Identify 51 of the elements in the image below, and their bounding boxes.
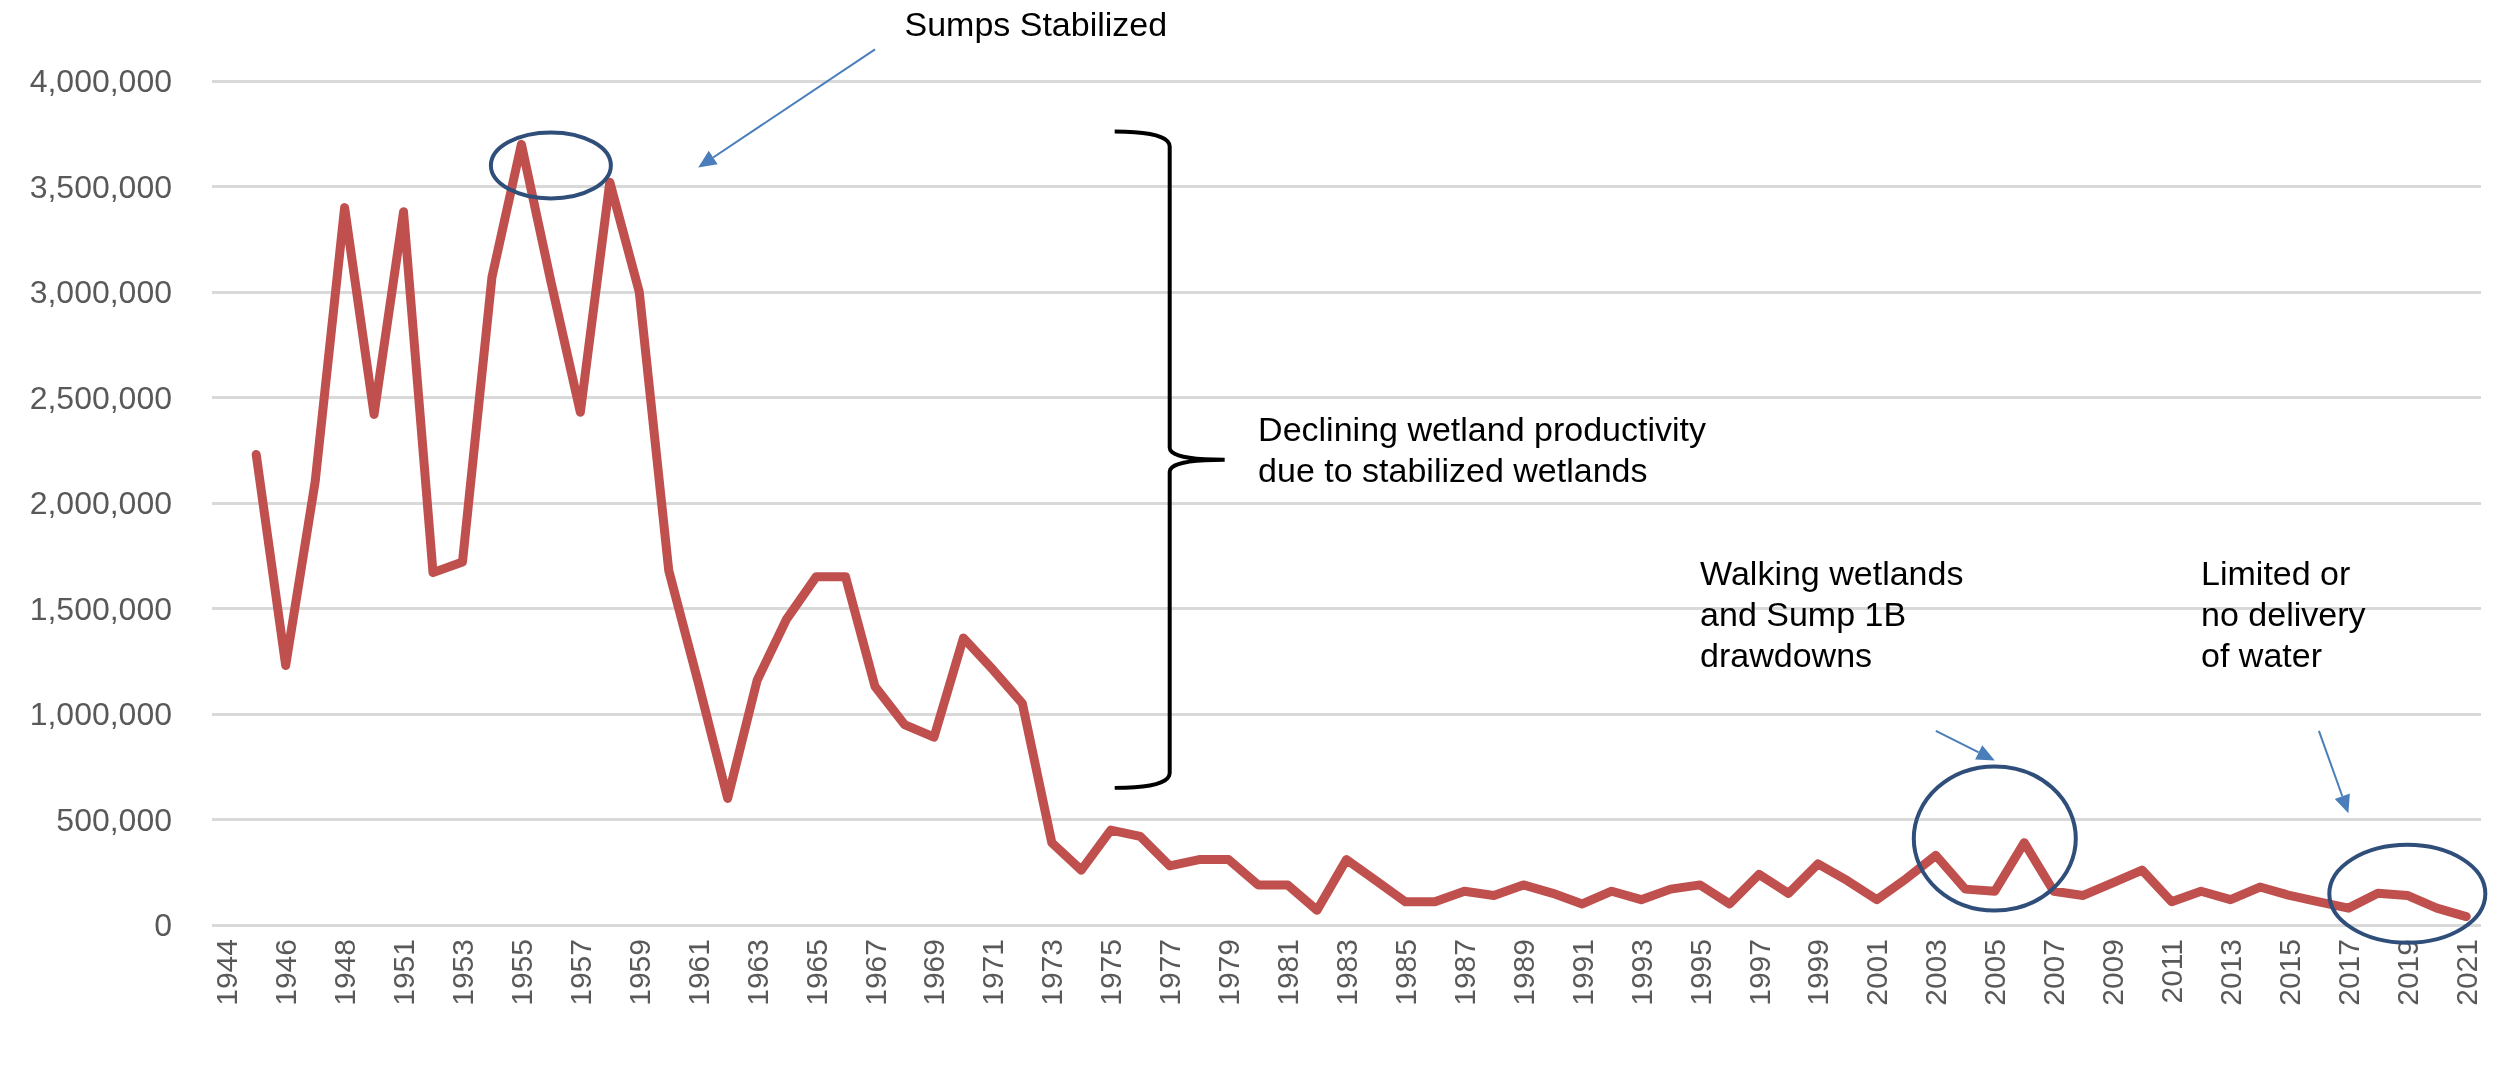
x-tick-label: 1995 <box>1683 939 1717 1006</box>
y-tick-label: 3,000,000 <box>29 274 172 310</box>
text: Sumps Stabilized <box>904 5 1168 44</box>
y-tick-label: 500,000 <box>56 801 172 838</box>
y-tick-label: 0 <box>154 907 172 943</box>
y-tick-label: 2,500,000 <box>29 379 172 416</box>
x-tick-label: 1951 <box>387 939 421 1006</box>
annotation: Walking wetlands and Sump 1B drawdowns <box>1700 553 1964 674</box>
x-tick-label: 1985 <box>1388 939 1422 1006</box>
x-tick-label: 1983 <box>1330 939 1363 1006</box>
x-tick-label: 1997 <box>1742 939 1776 1006</box>
x-tick-label: 1989 <box>1506 939 1540 1006</box>
x-tick-label: 1953 <box>445 939 479 1006</box>
x-tick-label: 1977 <box>1153 939 1187 1006</box>
x-tick-label: 1959 <box>622 939 656 1006</box>
x-tick-label: 1965 <box>799 939 833 1006</box>
x-tick-label: 2013 <box>2214 939 2248 1006</box>
x-tick-label: 1987 <box>1447 939 1481 1006</box>
x-tick-label: 1946 <box>269 939 303 1006</box>
y-tick-label: 4,000,000 <box>29 63 172 99</box>
x-tick-label: 1981 <box>1271 939 1305 1006</box>
x-tick-label: 2021 <box>2449 939 2483 1006</box>
x-tick-label: 1971 <box>976 939 1010 1006</box>
y-tick-label: 2,000,000 <box>29 485 172 521</box>
x-tick-label: 2007 <box>2037 939 2071 1006</box>
annotation: Declining wetland productivity due to stabilized wetlands <box>1258 410 1706 490</box>
x-tick-label: 1975 <box>1094 939 1128 1006</box>
x-tick-label: 2009 <box>2096 939 2130 1006</box>
x-tick-label: 2015 <box>2272 939 2306 1006</box>
x-tick-label: 2011 <box>2155 939 2189 1004</box>
x-tick-label: 1963 <box>740 939 774 1006</box>
x-tick-label: 1948 <box>328 939 362 1006</box>
y-tick-label: 3,500,000 <box>29 168 172 205</box>
x-tick-label: 1967 <box>858 939 892 1006</box>
x-tick-label: 2001 <box>1860 939 1894 1006</box>
x-tick-label: 1993 <box>1624 939 1658 1006</box>
y-tick-label: 1,500,000 <box>29 590 172 627</box>
x-tick-label: 1944 <box>210 939 244 1006</box>
x-tick-label: 2017 <box>2331 939 2365 1006</box>
annotation: Limited or no delivery of water <box>2201 553 2366 674</box>
x-tick-label: 1955 <box>504 939 538 1006</box>
x-tick-label: 1957 <box>563 939 597 1006</box>
x-tick-label: 2005 <box>1978 939 2012 1006</box>
x-tick-label: 2003 <box>1919 939 1953 1006</box>
x-tick-label: 1999 <box>1801 939 1835 1006</box>
x-tick-label: 1979 <box>1212 939 1246 1006</box>
x-tick-label: 1961 <box>681 939 715 1006</box>
y-tick-label: 1,000,000 <box>29 696 172 732</box>
x-tick-label: 1969 <box>917 939 951 1006</box>
x-tick-label: 1973 <box>1035 939 1069 1006</box>
x-tick-label: 1991 <box>1565 939 1599 1006</box>
